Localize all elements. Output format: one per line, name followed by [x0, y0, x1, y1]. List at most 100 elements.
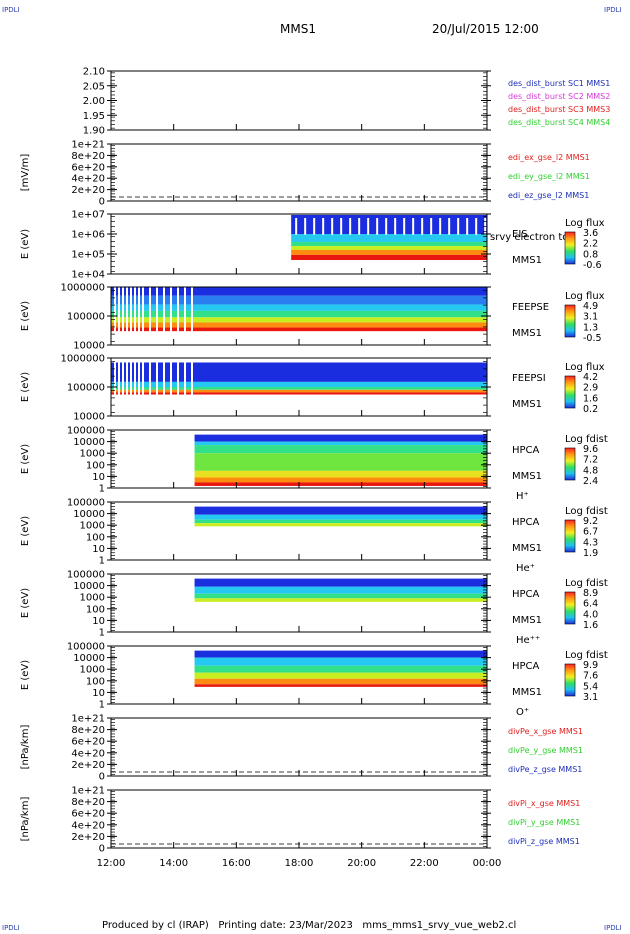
y-axis-label: E (eV) — [20, 372, 31, 402]
data-gap-stripe — [126, 358, 128, 416]
data-gap-stripe — [138, 358, 140, 416]
heatmap-band-hpca_h-0 — [194, 434, 488, 442]
y-tick-label: 2e+20 — [71, 185, 105, 196]
heatmap-band-feepse-6 — [111, 327, 487, 332]
data-gap-stripe — [376, 218, 379, 235]
data-gap-stripe — [457, 218, 460, 235]
heatmap-band-feepsi-4 — [111, 392, 487, 395]
y-tick-label: 10 — [92, 472, 105, 483]
colorbar-tick-label: 4.3 — [583, 537, 598, 548]
legend-series-des_dist: des_dist_burst SC1 MMS1 — [508, 79, 610, 88]
heatmap-band-feepse-1 — [111, 295, 487, 305]
y-tick-label: 1000000 — [60, 354, 105, 365]
heatmap-band-feepse-2 — [111, 304, 487, 311]
spacecraft-label-hpca_o: MMS1 — [512, 687, 542, 698]
instrument-label-hpca_o: HPCA — [512, 661, 540, 672]
y-tick-label: 4e+20 — [71, 820, 105, 831]
heatmap-band-hpca_o-4 — [194, 678, 488, 685]
y-tick-label: 100 — [86, 532, 105, 543]
heatmap-band-hpca_h-1 — [194, 441, 488, 446]
heatmap-band-hpca_hepp-3 — [194, 598, 488, 602]
colorbar-tick-label: 2.2 — [583, 239, 598, 250]
legend-series-divpe: divPe_x_gse MMS1 — [508, 727, 583, 736]
data-gap-stripe — [149, 358, 151, 416]
heatmap-band-eis-1 — [291, 234, 487, 242]
data-gap-stripe — [313, 218, 316, 235]
y-tick-label: 10 — [92, 688, 105, 699]
data-gap-stripe — [385, 218, 388, 235]
instrument-label-hpca_h: HPCA — [512, 445, 540, 456]
y-axis-label: [nPa/km] — [20, 725, 31, 770]
data-gap-stripe — [358, 218, 361, 235]
y-tick-label: 10 — [92, 616, 105, 627]
y-axis-label: [mV/m] — [20, 154, 31, 192]
colorbar-tick-label: 7.6 — [583, 671, 598, 682]
y-tick-label: 0 — [99, 197, 105, 208]
y-tick-label: 2.05 — [83, 81, 105, 92]
y-tick-label: 100 — [86, 676, 105, 687]
y-tick-label: 1000 — [80, 521, 105, 532]
heatmap-band-feepse-3 — [111, 310, 487, 318]
y-tick-label: 1e+21 — [71, 714, 105, 725]
heatmap-band-eis-3 — [291, 246, 487, 250]
data-gap-stripe — [138, 287, 140, 345]
legend-series-edi: edi_ez_gse_l2 MMS1 — [508, 191, 589, 200]
colorbar-tick-label: 3.1 — [583, 692, 598, 703]
data-gap-stripe — [466, 218, 469, 235]
colorbar-tick-label: 2.9 — [583, 383, 598, 394]
y-tick-label: 100 — [86, 604, 105, 615]
heatmap-band-hpca_h-6 — [194, 482, 488, 486]
page-title: MMS1 — [280, 22, 316, 36]
colorbar-hpca_he — [564, 519, 576, 553]
y-tick-label: 100000 — [67, 498, 105, 509]
instrument-label-hpca_hepp: HPCA — [512, 589, 540, 600]
spacecraft-label-hpca_h: MMS1 — [512, 471, 542, 482]
colorbar-tick-label: 9.2 — [583, 516, 598, 527]
heatmap-band-hpca_he-0 — [194, 506, 488, 515]
y-axis-label: E (eV) — [20, 660, 31, 690]
y-tick-label: 100000 — [67, 642, 105, 653]
y-tick-label: 1e+21 — [71, 140, 105, 151]
y-tick-label: 100000 — [67, 570, 105, 581]
corner-label-top-left: IPDLI — [2, 6, 20, 14]
species-label-hpca_hepp: He⁺⁺ — [516, 635, 540, 646]
legend-series-divpi: divPi_y_gse MMS1 — [508, 818, 580, 827]
colorbar-tick-label: 0.8 — [583, 249, 598, 260]
heatmap-band-feepsi-1 — [111, 381, 487, 387]
y-tick-label: 1.95 — [83, 111, 105, 122]
data-gap-stripe — [367, 218, 370, 235]
y-tick-label: 1e+04 — [71, 270, 105, 281]
footer-printing-date: Printing date: 23/Mar/2023 — [218, 920, 353, 931]
legend-series-divpe: divPe_y_gse MMS1 — [508, 746, 583, 755]
y-tick-label: 2.00 — [83, 96, 105, 107]
y-tick-label: 10000 — [73, 581, 105, 592]
heatmap-band-feepsi-2 — [111, 387, 487, 390]
data-gap-stripe — [403, 218, 406, 235]
heatmap-band-eis-0 — [291, 214, 487, 234]
data-gap-stripe — [156, 287, 158, 345]
colorbar-tick-label: 1.6 — [583, 620, 598, 631]
data-gap-stripe — [118, 358, 120, 416]
colorbar-tick-label: 3.6 — [583, 228, 598, 239]
colorbar-tick-label: 4.2 — [583, 372, 598, 383]
footer-filename: mms_mms1_srvy_vue_web2.cl — [362, 920, 517, 931]
heatmap-band-eis-5 — [291, 254, 487, 261]
colorbar-tick-label: 1.6 — [583, 393, 598, 404]
y-tick-label: 1000 — [80, 449, 105, 460]
corner-label-bottom-right: IPDLI — [604, 924, 622, 932]
heatmap-band-eis-2 — [291, 241, 487, 247]
colorbar-eis — [564, 231, 576, 265]
y-tick-label: 10000 — [73, 437, 105, 448]
y-tick-label: 6e+20 — [71, 737, 105, 748]
y-axis-label: E (eV) — [20, 301, 31, 331]
corner-label-bottom-left: IPDLI — [2, 924, 20, 932]
data-gap-stripe — [394, 218, 397, 235]
data-gap-stripe — [412, 218, 415, 235]
data-gap-stripe — [156, 358, 158, 416]
x-tick-label: 18:00 — [285, 858, 314, 869]
y-tick-label: 100000 — [67, 312, 105, 323]
x-tick-label: 14:00 — [159, 858, 188, 869]
data-gap-stripe — [448, 218, 451, 235]
y-tick-label: 1000000 — [60, 283, 105, 294]
y-tick-label: 1e+05 — [71, 250, 105, 261]
